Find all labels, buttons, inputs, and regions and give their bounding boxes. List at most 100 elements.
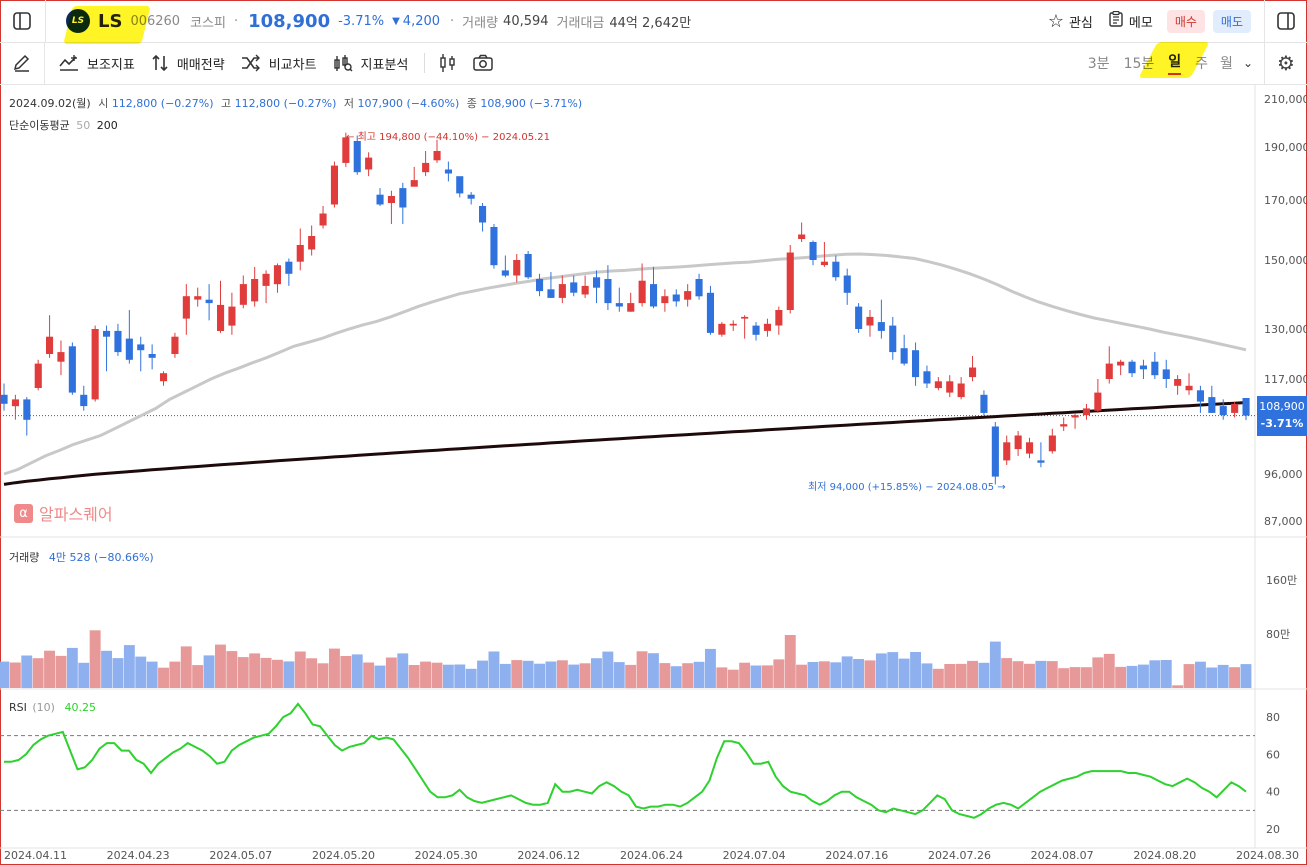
high-annotation-text: 최고 194,800 (−44.10%) − 2024.05.21 (357, 132, 550, 143)
candle (524, 251, 532, 279)
candle-body (125, 338, 133, 360)
volume-bar (910, 652, 921, 688)
candle-body (308, 236, 316, 250)
stock-chart[interactable]: 210,000 190,000 170,000 150,000 130,000 117,0… (0, 84, 1307, 865)
candle-body (786, 252, 794, 310)
candle (91, 325, 99, 402)
chevron-down-icon[interactable]: ⌄ (1242, 56, 1253, 70)
candle (980, 390, 988, 416)
volume-bar (1069, 667, 1081, 688)
candle-body (570, 282, 578, 293)
candle-body (763, 323, 771, 331)
candle-body (1003, 442, 1011, 461)
candle-body (1014, 435, 1022, 450)
stock-header: LS LS 006260 코스피 · 108,900 -3.71% ▼ 4,20… (0, 0, 1307, 43)
buy-button[interactable]: 매수 (1166, 9, 1205, 33)
volume-bar (135, 656, 147, 688)
candle (273, 263, 281, 293)
ma-legend-p1: 50 (76, 119, 91, 132)
indicators-button[interactable]: 보조지표 (59, 54, 135, 73)
volume-bar (1240, 664, 1252, 688)
analysis-label: 지표분석 (360, 57, 409, 73)
candle-body (980, 394, 988, 413)
analysis-button[interactable]: 지표분석 (333, 54, 409, 73)
candle (718, 322, 726, 337)
rsi-legend-period: (10) (32, 701, 55, 714)
candle-body (524, 254, 532, 278)
volume-bar (659, 663, 671, 688)
candle-body (946, 381, 954, 393)
memo-button[interactable]: 메모 (1109, 10, 1153, 31)
volume-bar (579, 663, 591, 688)
candle (809, 240, 817, 266)
camera-icon[interactable] (473, 54, 494, 72)
volume-bar (1172, 685, 1184, 688)
candle-body (877, 322, 885, 331)
rsi-axis-tick: 20 (1266, 823, 1280, 836)
sell-button[interactable]: 매도 (1212, 9, 1251, 33)
volume-bar (66, 647, 78, 688)
candle-body (80, 394, 88, 407)
candle (843, 268, 851, 305)
volume-bar (898, 658, 910, 688)
volume-bar (272, 659, 283, 688)
strategy-button[interactable]: 매매전략 (151, 54, 225, 73)
candle (422, 150, 430, 177)
candle-body (752, 325, 760, 335)
period-month[interactable]: 월 (1220, 56, 1233, 72)
compare-button[interactable]: 비교차트 (241, 54, 317, 73)
volume-bar (762, 665, 773, 688)
candle-body (843, 275, 851, 293)
volume-bar (967, 660, 978, 688)
candle-body (57, 352, 65, 362)
low-annotation: 최저 94,000 (+15.85%) − 2024.08.05 → (808, 482, 1006, 493)
candle-body (593, 277, 601, 288)
candle-body (558, 284, 566, 298)
gear-icon[interactable]: ⚙ (1277, 51, 1295, 75)
candle-body (296, 245, 304, 262)
change-amount: 4,200 (402, 13, 441, 29)
volume-legend[interactable]: 거래량 4만 528 (−80.66%) (9, 549, 154, 565)
candle (1082, 403, 1090, 420)
period-3min[interactable]: 3분 (1087, 56, 1110, 72)
candle (319, 206, 327, 229)
candle (1003, 435, 1011, 465)
candle-body (114, 330, 122, 353)
candle (855, 303, 863, 333)
candle-body (1174, 379, 1182, 386)
badge-pct: -3.71% (1260, 417, 1304, 430)
sidebar-toggle-icon[interactable] (10, 9, 34, 33)
volume-bar (613, 662, 625, 688)
watch-button[interactable]: ☆ 관심 (1048, 11, 1093, 32)
candle-body (547, 289, 555, 298)
candle-body (604, 279, 612, 304)
candle (114, 323, 122, 356)
volume-bar (1149, 660, 1161, 688)
volume-bar (397, 653, 409, 688)
candle (285, 258, 293, 286)
ma-legend-p2: 200 (96, 119, 118, 132)
draw-pencil-icon[interactable] (10, 53, 34, 73)
volume-bar (682, 663, 694, 688)
candle-body (684, 291, 692, 300)
low-annotation-text: 최저 94,000 (+15.85%) − 2024.08.05 (808, 482, 995, 493)
candle (695, 273, 703, 300)
rsi-legend[interactable]: RSI (10) 40.25 (9, 701, 96, 714)
candle-style-icon[interactable] (439, 53, 457, 73)
candle (0, 383, 8, 411)
high-annotation: ← 최고 194,800 (−44.10%) − 2024.05.21 (346, 132, 550, 143)
volume-bar (363, 662, 375, 688)
candle (581, 275, 589, 298)
volume-bar (875, 653, 887, 688)
volume-bar (180, 646, 192, 688)
volume-legend-value: 4만 528 (−80.66%) (48, 551, 154, 564)
volume-bar (249, 653, 261, 688)
volume-bar (944, 664, 956, 688)
candle (650, 266, 658, 309)
ma-legend[interactable]: 단순이동평균 50 200 (9, 117, 118, 133)
right-panel-toggle-icon[interactable] (1265, 0, 1307, 42)
price-axis-tick: 170,000 (1264, 194, 1307, 207)
volume-bar (591, 658, 602, 688)
volume-legend-label: 거래량 (9, 551, 40, 564)
info-date: 2024.09.02(월) (9, 97, 91, 110)
